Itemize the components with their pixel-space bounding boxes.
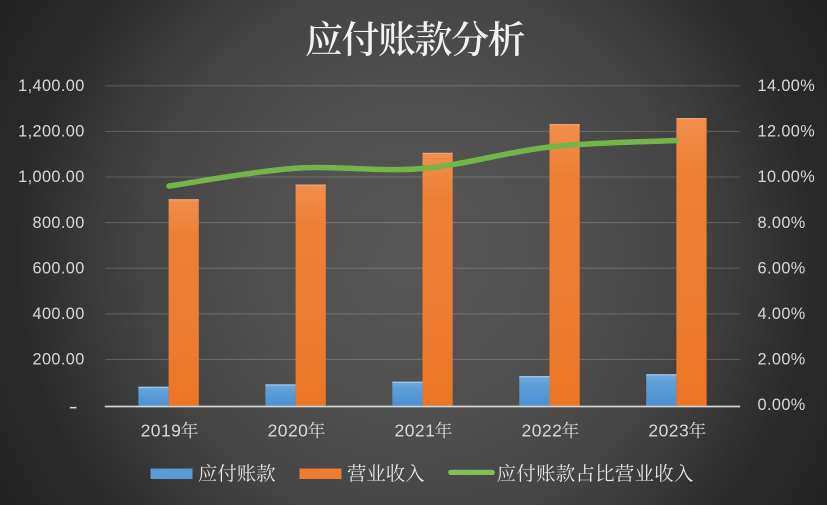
svg-text:1,400.00: 1,400.00 [18, 77, 85, 95]
svg-text:2021: 2021 [395, 421, 436, 441]
svg-text:10.00%: 10.00% [758, 168, 816, 186]
svg-text:1,200.00: 1,200.00 [18, 123, 85, 141]
svg-text:800.00: 800.00 [32, 214, 84, 232]
svg-text:2019: 2019 [141, 421, 182, 441]
svg-text:14.00%: 14.00% [758, 77, 816, 95]
svg-text:2.00%: 2.00% [758, 351, 806, 369]
svg-text:12.00%: 12.00% [758, 123, 816, 141]
svg-text:6.00%: 6.00% [758, 259, 806, 277]
svg-text:2020: 2020 [268, 421, 309, 441]
svg-text:2023: 2023 [648, 421, 689, 441]
svg-text:600.00: 600.00 [32, 259, 84, 277]
svg-text:1,000.00: 1,000.00 [18, 168, 85, 186]
svg-text:400.00: 400.00 [32, 305, 84, 323]
svg-text:2022: 2022 [522, 421, 563, 441]
svg-text:8.00%: 8.00% [758, 214, 806, 232]
svg-text:200.00: 200.00 [32, 351, 84, 369]
svg-text:0.00%: 0.00% [758, 396, 806, 414]
svg-text:4.00%: 4.00% [758, 305, 806, 323]
